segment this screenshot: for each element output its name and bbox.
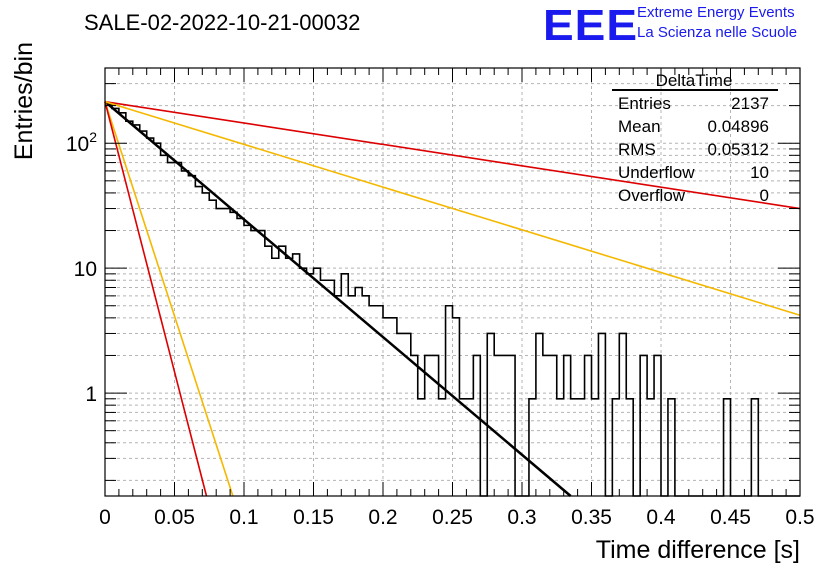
eee-logo-subtitle-1: Extreme Energy Events [637,4,795,21]
fit-curve-2 [104,100,801,210]
x-tick-label: 0.1 [229,506,258,529]
x-tick-label: 0.5 [785,506,814,529]
stats-value-underflow: 10 [750,163,769,182]
eee-logo: EEE [543,0,639,50]
x-tick-label: 0 [99,506,111,529]
y-tick-label: 10 [74,258,97,281]
stats-label-mean: Mean [618,117,661,136]
y-axis-label: Entries/bin [10,42,38,160]
fit-curve-5 [104,101,208,497]
fit-curve-3 [104,100,801,316]
y-tick-label: 102 [66,129,97,156]
x-tick-label: 0.35 [571,506,612,529]
stats-box: DeltaTime Entries 2137 Mean 0.04896 RMS … [612,71,778,205]
stats-label-rms: RMS [618,140,656,159]
histogram-layer [105,103,800,497]
stats-label-overflow: Overflow [618,186,686,205]
eee-logo-subtitle-2: La Scienza nelle Scuole [637,24,798,41]
fit-curve-4 [104,101,234,497]
x-tick-label: 0.05 [154,506,195,529]
fit-curve-1 [104,100,572,497]
stats-value-overflow: 0 [760,186,769,205]
x-tick-label: 0.3 [507,506,536,529]
x-tick-label: 0.25 [432,506,473,529]
y-axis-ticks: 1 10 102 [66,67,800,481]
stats-label-underflow: Underflow [618,163,695,182]
x-tick-label: 0.15 [293,506,334,529]
x-tick-label: 0.45 [710,506,751,529]
stats-box-title: DeltaTime [656,71,733,90]
histogram-steps [105,103,800,497]
stats-label-entries: Entries [618,94,671,113]
run-title: SALE-02-2022-10-21-00032 [84,10,361,35]
x-axis-label: Time difference [s] [596,536,800,564]
stats-value-entries: 2137 [731,94,769,113]
x-tick-label: 0.2 [368,506,397,529]
x-axis-ticks: 0 0.05 0.1 0.15 0.2 0.25 0.3 0.35 0.4 0.45 0.5 [99,68,815,529]
x-tick-label: 0.4 [646,506,676,529]
y-tick-label: 1 [85,383,97,406]
stats-value-rms: 0.05312 [708,140,769,159]
stats-value-mean: 0.04896 [708,117,769,136]
fit-curves-layer [104,100,801,497]
